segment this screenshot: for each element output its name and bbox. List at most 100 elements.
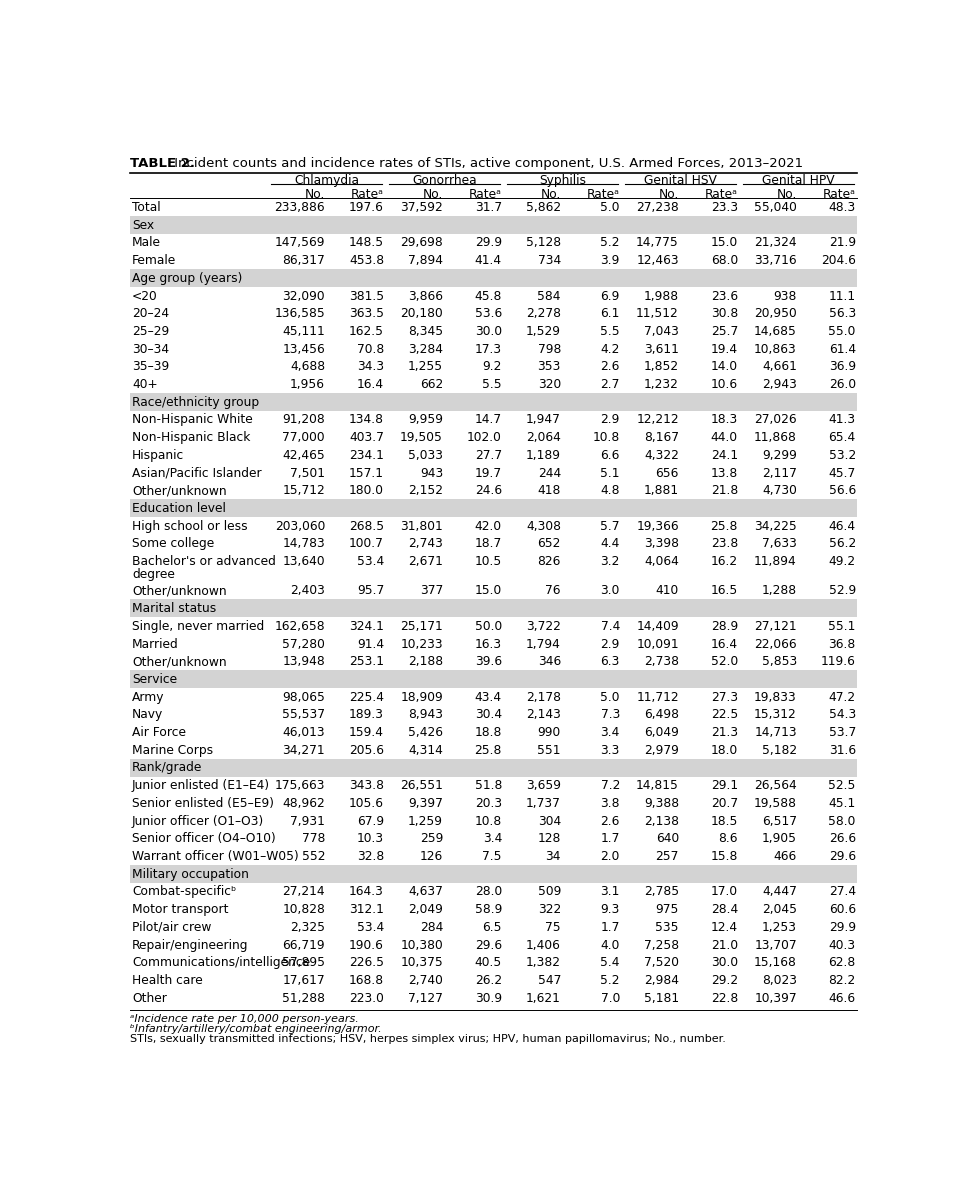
Text: 29,698: 29,698: [401, 237, 443, 250]
Text: 22,066: 22,066: [754, 637, 796, 650]
Text: 2,138: 2,138: [644, 815, 679, 828]
Text: 34,225: 34,225: [754, 520, 796, 533]
Text: 197.6: 197.6: [350, 201, 384, 214]
Text: Health care: Health care: [132, 974, 203, 987]
Text: 2,049: 2,049: [408, 903, 443, 916]
Text: Rank/grade: Rank/grade: [132, 761, 202, 774]
Text: 16.5: 16.5: [711, 585, 738, 598]
Text: 27.4: 27.4: [829, 886, 856, 899]
Text: 3,284: 3,284: [408, 342, 443, 355]
Text: Motor transport: Motor transport: [132, 903, 228, 916]
Text: 61.4: 61.4: [829, 342, 856, 355]
Text: 53.6: 53.6: [475, 307, 502, 320]
Text: 42.0: 42.0: [475, 520, 502, 533]
Text: 13,948: 13,948: [282, 655, 325, 668]
Text: 5,853: 5,853: [762, 655, 796, 668]
Text: 51,288: 51,288: [282, 992, 325, 1005]
Text: 29.1: 29.1: [711, 779, 738, 792]
Text: 284: 284: [420, 921, 443, 934]
Text: 547: 547: [537, 974, 561, 987]
Bar: [130, 393, 857, 411]
Text: 11,868: 11,868: [754, 431, 796, 444]
Text: 7,127: 7,127: [408, 992, 443, 1005]
Text: Age group (years): Age group (years): [132, 272, 243, 285]
Text: 16.4: 16.4: [357, 378, 384, 391]
Text: 27,238: 27,238: [637, 201, 679, 214]
Text: 41.4: 41.4: [475, 255, 502, 268]
Text: 27.7: 27.7: [475, 449, 502, 462]
Text: 23.6: 23.6: [711, 290, 738, 302]
Text: 8,943: 8,943: [408, 708, 443, 721]
Text: 10,863: 10,863: [754, 342, 796, 355]
Text: 26.2: 26.2: [475, 974, 502, 987]
Text: Junior officer (O1–O3): Junior officer (O1–O3): [132, 815, 264, 828]
Text: 4,314: 4,314: [408, 744, 443, 757]
Text: 203,060: 203,060: [274, 520, 325, 533]
Text: Service: Service: [132, 673, 177, 686]
Text: 46,013: 46,013: [282, 726, 325, 739]
Text: degree: degree: [132, 568, 175, 581]
Text: 67.9: 67.9: [357, 815, 384, 828]
Text: 34,271: 34,271: [282, 744, 325, 757]
Text: 48,962: 48,962: [282, 797, 325, 810]
Text: 5,862: 5,862: [526, 201, 561, 214]
Text: 8,167: 8,167: [644, 431, 679, 444]
Text: 13,456: 13,456: [282, 342, 325, 355]
Text: 1,253: 1,253: [762, 921, 796, 934]
Text: 52.0: 52.0: [711, 655, 738, 668]
Text: 3.0: 3.0: [601, 585, 620, 598]
Text: 48.3: 48.3: [828, 201, 856, 214]
Text: 1,956: 1,956: [290, 378, 325, 391]
Text: 40.3: 40.3: [829, 939, 856, 952]
Text: 226.5: 226.5: [349, 957, 384, 970]
Text: 86,317: 86,317: [282, 255, 325, 268]
Text: 322: 322: [537, 903, 561, 916]
Text: 21.0: 21.0: [711, 939, 738, 952]
Text: Other: Other: [132, 992, 167, 1005]
Text: 18.5: 18.5: [711, 815, 738, 828]
Text: 15.8: 15.8: [711, 850, 738, 863]
Text: 9,397: 9,397: [408, 797, 443, 810]
Text: 353: 353: [537, 360, 561, 373]
Text: 304: 304: [537, 815, 561, 828]
Text: 2,178: 2,178: [526, 690, 561, 703]
Text: No.: No.: [304, 187, 325, 200]
Text: 91.4: 91.4: [357, 637, 384, 650]
Text: Pilot/air crew: Pilot/air crew: [132, 921, 211, 934]
Text: 22.5: 22.5: [711, 708, 738, 721]
Text: 14,783: 14,783: [282, 538, 325, 551]
Text: 26.6: 26.6: [829, 832, 856, 845]
Text: 1,905: 1,905: [762, 832, 796, 845]
Text: 14,815: 14,815: [636, 779, 679, 792]
Text: 28.9: 28.9: [711, 619, 738, 632]
Text: 168.8: 168.8: [349, 974, 384, 987]
Text: 13,640: 13,640: [282, 555, 325, 568]
Text: 551: 551: [537, 744, 561, 757]
Text: 535: 535: [656, 921, 679, 934]
Text: 5.7: 5.7: [601, 520, 620, 533]
Text: 2,984: 2,984: [644, 974, 679, 987]
Text: 20.7: 20.7: [711, 797, 738, 810]
Text: 136,585: 136,585: [274, 307, 325, 320]
Text: 943: 943: [420, 466, 443, 480]
Text: 49.2: 49.2: [829, 555, 856, 568]
Text: 2,117: 2,117: [762, 466, 796, 480]
Text: 3.4: 3.4: [482, 832, 502, 845]
Text: 36.8: 36.8: [828, 637, 856, 650]
Text: 509: 509: [537, 886, 561, 899]
Text: 25,171: 25,171: [401, 619, 443, 632]
Text: Education level: Education level: [132, 502, 226, 515]
Text: 3,722: 3,722: [526, 619, 561, 632]
Text: 39.6: 39.6: [475, 655, 502, 668]
Text: 52.9: 52.9: [828, 585, 856, 598]
Text: 6.6: 6.6: [601, 449, 620, 462]
Text: 662: 662: [420, 378, 443, 391]
Text: 29.6: 29.6: [475, 939, 502, 952]
Text: 975: 975: [656, 903, 679, 916]
Text: 189.3: 189.3: [349, 708, 384, 721]
Text: 10,375: 10,375: [401, 957, 443, 970]
Text: 32,090: 32,090: [282, 290, 325, 302]
Text: 6.3: 6.3: [601, 655, 620, 668]
Text: 44.0: 44.0: [711, 431, 738, 444]
Text: 5,033: 5,033: [408, 449, 443, 462]
